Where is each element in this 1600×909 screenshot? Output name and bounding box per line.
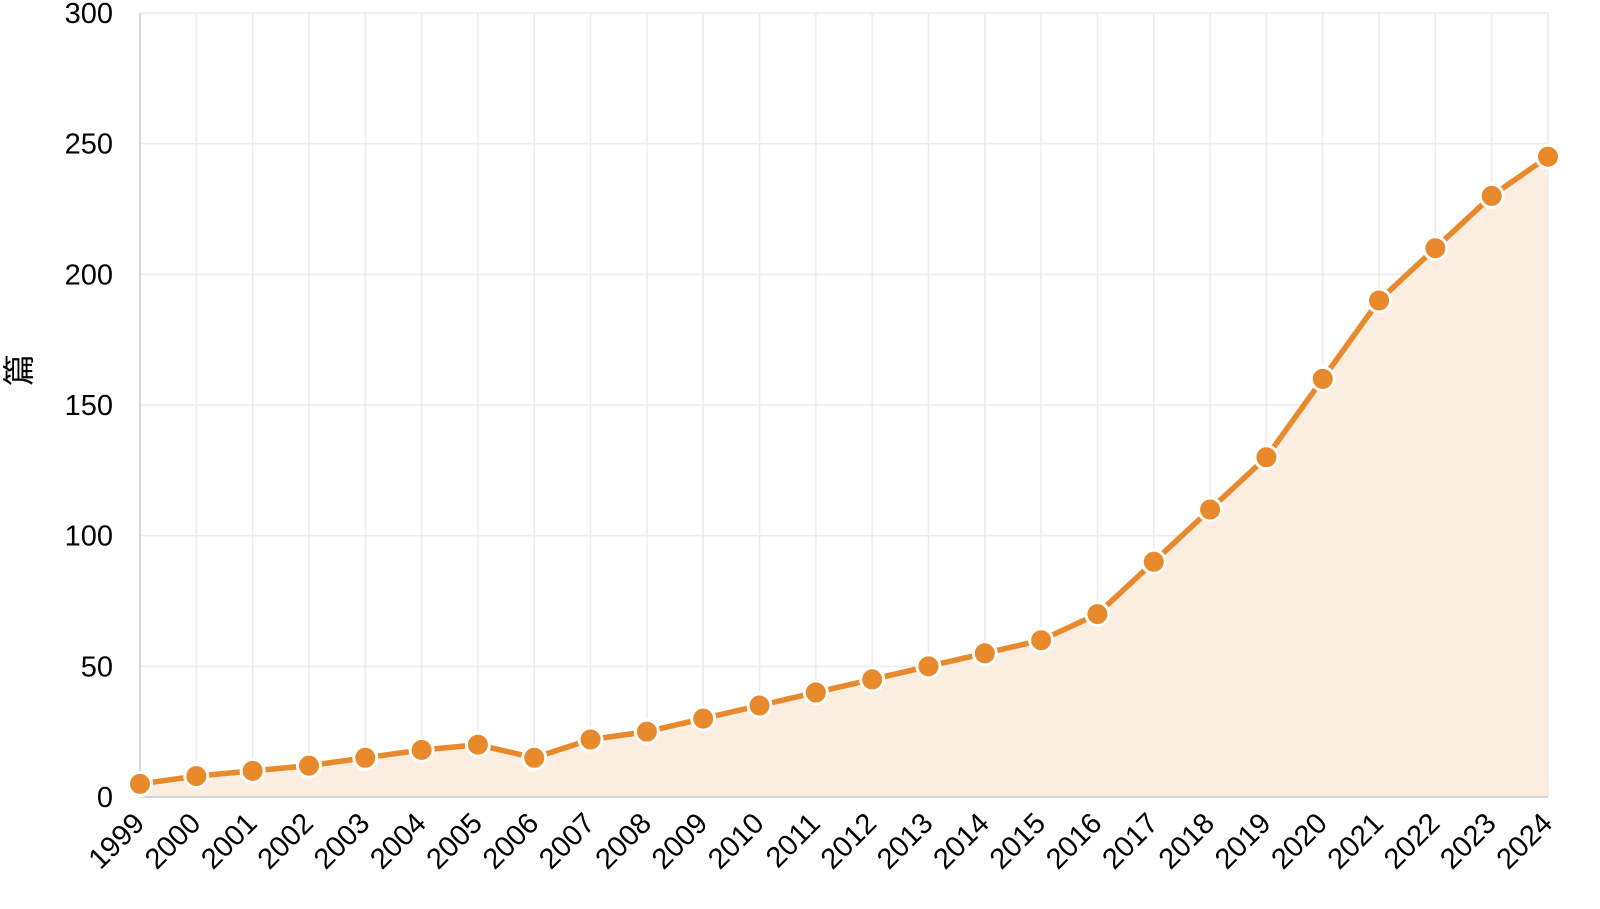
x-tick-label: 2002 xyxy=(252,807,320,875)
x-tick-label: 2008 xyxy=(590,807,658,875)
data-point-2012 xyxy=(859,666,886,693)
x-tick-label: 2007 xyxy=(533,807,601,875)
x-tick-label: 1999 xyxy=(83,807,151,875)
y-tick-label: 50 xyxy=(81,651,113,683)
y-tick-label: 150 xyxy=(65,390,113,422)
data-point-2004 xyxy=(408,736,435,763)
area-fill-layer xyxy=(140,156,1548,798)
data-point-2009 xyxy=(690,705,717,732)
axes xyxy=(139,13,1548,798)
data-point-2024 xyxy=(1535,143,1561,170)
x-tick-label: 2011 xyxy=(760,807,827,874)
data-point-2013 xyxy=(915,653,942,680)
x-tick-label: 2023 xyxy=(1434,807,1502,875)
x-tick-label: 2004 xyxy=(364,807,432,875)
x-tick-label: 2001 xyxy=(195,807,263,875)
x-tick-label: 2006 xyxy=(477,807,545,875)
x-tick-label: 2022 xyxy=(1378,807,1446,875)
y-tick-label: 300 xyxy=(65,0,113,30)
x-tick-label: 2000 xyxy=(139,807,207,875)
data-point-2014 xyxy=(971,640,998,667)
y-axis-title: 篇 xyxy=(0,354,38,386)
x-tick-label: 2019 xyxy=(1209,807,1277,875)
data-point-2008 xyxy=(633,718,660,745)
x-tick-label: 2020 xyxy=(1265,807,1333,875)
data-point-2000 xyxy=(183,763,210,790)
x-tick-label: 2003 xyxy=(308,807,376,875)
data-point-2007 xyxy=(577,726,604,753)
series-area xyxy=(140,156,1548,798)
data-point-2015 xyxy=(1028,627,1055,654)
x-tick-label: 2017 xyxy=(1096,807,1164,875)
x-tick-label: 2012 xyxy=(815,807,883,875)
x-tick-label: 2018 xyxy=(1153,807,1221,875)
data-point-2022 xyxy=(1422,235,1449,262)
data-point-2002 xyxy=(295,752,322,779)
points-layer xyxy=(127,143,1561,797)
data-point-1999 xyxy=(127,770,153,797)
x-tick-label: 2024 xyxy=(1491,807,1559,875)
data-point-2003 xyxy=(352,744,379,771)
data-point-2017 xyxy=(1140,548,1167,575)
data-point-2010 xyxy=(746,692,773,719)
data-point-2005 xyxy=(464,731,491,758)
x-tick-label: 2009 xyxy=(646,807,714,875)
data-point-2018 xyxy=(1197,496,1224,523)
data-point-2016 xyxy=(1084,601,1111,628)
data-point-2001 xyxy=(239,757,266,784)
x-tick-label: 2021 xyxy=(1322,807,1390,875)
data-point-2019 xyxy=(1253,444,1280,471)
data-point-2011 xyxy=(802,679,829,706)
x-tick-label: 2010 xyxy=(702,807,770,875)
y-tick-label: 0 xyxy=(97,782,113,814)
x-tick-label: 2016 xyxy=(1040,807,1108,875)
x-tick-label: 2013 xyxy=(871,807,939,875)
y-tick-label: 100 xyxy=(65,521,113,553)
data-point-2023 xyxy=(1478,182,1505,209)
data-point-2020 xyxy=(1309,365,1336,392)
data-point-2006 xyxy=(521,744,548,771)
data-point-2021 xyxy=(1366,287,1393,314)
y-tick-label: 250 xyxy=(65,129,113,161)
x-tick-label: 2015 xyxy=(984,807,1052,875)
x-tick-label: 2005 xyxy=(421,807,489,875)
x-tick-label: 2014 xyxy=(928,807,996,875)
y-tick-label: 200 xyxy=(65,259,113,291)
